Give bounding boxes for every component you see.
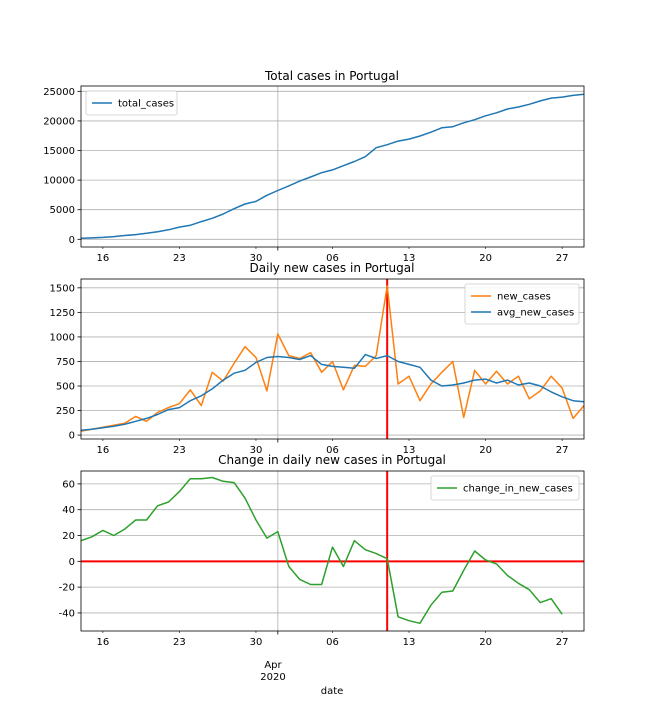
change-in-new-cases-ytick-label: -20 (59, 583, 75, 594)
change-in-new-cases-legend-box (430, 475, 580, 501)
total-cases-xtick-label: 13 (403, 253, 416, 264)
change-in-new-cases-panel: Change in daily new cases in Portugal -4… (59, 453, 585, 648)
legend-label-avg-new-cases: avg_new_cases (497, 308, 574, 319)
change-in-new-cases-xtick-label: 13 (403, 637, 416, 648)
total-cases-ytick-label: 15000 (43, 146, 75, 157)
total-cases-xtick-label: 30 (250, 253, 263, 264)
total-cases-ytick-label: 5000 (50, 205, 75, 216)
daily-new-cases-xtick-label: 30 (250, 445, 263, 456)
daily-new-cases-ytick-label: 1250 (50, 308, 75, 319)
daily-new-cases-ytick-label: 0 (69, 431, 75, 442)
change-in-new-cases-legend: change_in_new_cases (430, 475, 580, 501)
legend-label-new-cases: new_cases (497, 292, 551, 303)
total-cases-ytick-label: 10000 (43, 176, 75, 187)
change-in-new-cases-ytick-label: 0 (69, 557, 75, 568)
daily-new-cases-ytick-label: 500 (56, 381, 75, 392)
total-cases-legend-box (85, 90, 178, 116)
x-axis-label: date (321, 686, 344, 697)
daily-new-cases-legend: new_cases avg_new_cases (464, 283, 580, 325)
daily-new-cases-legend-box (464, 283, 580, 325)
change-in-new-cases-xtick-label: 23 (173, 637, 186, 648)
daily-new-cases-xtick-label: 16 (97, 445, 110, 456)
daily-new-cases-ytick-label: 750 (56, 357, 75, 368)
total-cases-xtick-label: 23 (173, 253, 186, 264)
change-in-new-cases-xtick-label: 20 (479, 637, 492, 648)
change-in-new-cases-xtick-label: 06 (326, 637, 339, 648)
daily-new-cases-xtick-label: 06 (326, 445, 339, 456)
total-cases-xtick-label: 06 (326, 253, 339, 264)
total-cases-legend: total_cases (85, 90, 178, 116)
daily-new-cases-title: Daily new cases in Portugal (250, 261, 415, 275)
total-cases-xtick-label: 20 (479, 253, 492, 264)
total-cases-panel: Total cases in Portugal 0 5000 10000 15000 2… (43, 69, 585, 264)
change-in-new-cases-title: Change in daily new cases in Portugal (218, 453, 446, 467)
change-in-new-cases-ytick-label: -40 (59, 608, 75, 619)
daily-new-cases-xtick-label: 20 (479, 445, 492, 456)
change-in-new-cases-xtick-label: 27 (556, 637, 569, 648)
change-in-new-cases-ytick-label: 60 (62, 479, 75, 490)
daily-new-cases-xtick-label: 13 (403, 445, 416, 456)
daily-new-cases-ytick-label: 250 (56, 406, 75, 417)
daily-new-cases-xtick-label: 23 (173, 445, 186, 456)
change-in-new-cases-axes-frame (80, 470, 585, 632)
total-cases-title: Total cases in Portugal (264, 69, 399, 83)
legend-label-total-cases: total_cases (118, 99, 174, 110)
total-cases-ytick-label: 20000 (43, 116, 75, 127)
total-cases-xtick-label: 27 (556, 253, 569, 264)
x-year-label: 2020 (260, 672, 285, 683)
change-in-new-cases-ytick-label: 40 (62, 505, 75, 516)
change-in-new-cases-ytick-label: 20 (62, 531, 75, 542)
change-in-new-cases-xtick-label: 30 (250, 637, 263, 648)
total-cases-axes-frame (80, 85, 585, 248)
x-month-label: Apr (264, 660, 282, 671)
daily-new-cases-xtick-label: 27 (556, 445, 569, 456)
total-cases-xtick-label: 16 (97, 253, 110, 264)
legend-label-change-in-new-cases: change_in_new_cases (463, 484, 573, 495)
change-in-new-cases-xtick-label: 16 (97, 637, 110, 648)
daily-new-cases-panel: Daily new cases in Portugal 0 250 500 750 10… (50, 261, 585, 456)
total-cases-ytick-label: 0 (69, 235, 75, 246)
daily-new-cases-axes-frame (80, 278, 585, 440)
daily-new-cases-ytick-label: 1000 (50, 332, 75, 343)
daily-new-cases-ytick-label: 1500 (50, 283, 75, 294)
total-cases-ytick-label: 25000 (43, 87, 75, 98)
